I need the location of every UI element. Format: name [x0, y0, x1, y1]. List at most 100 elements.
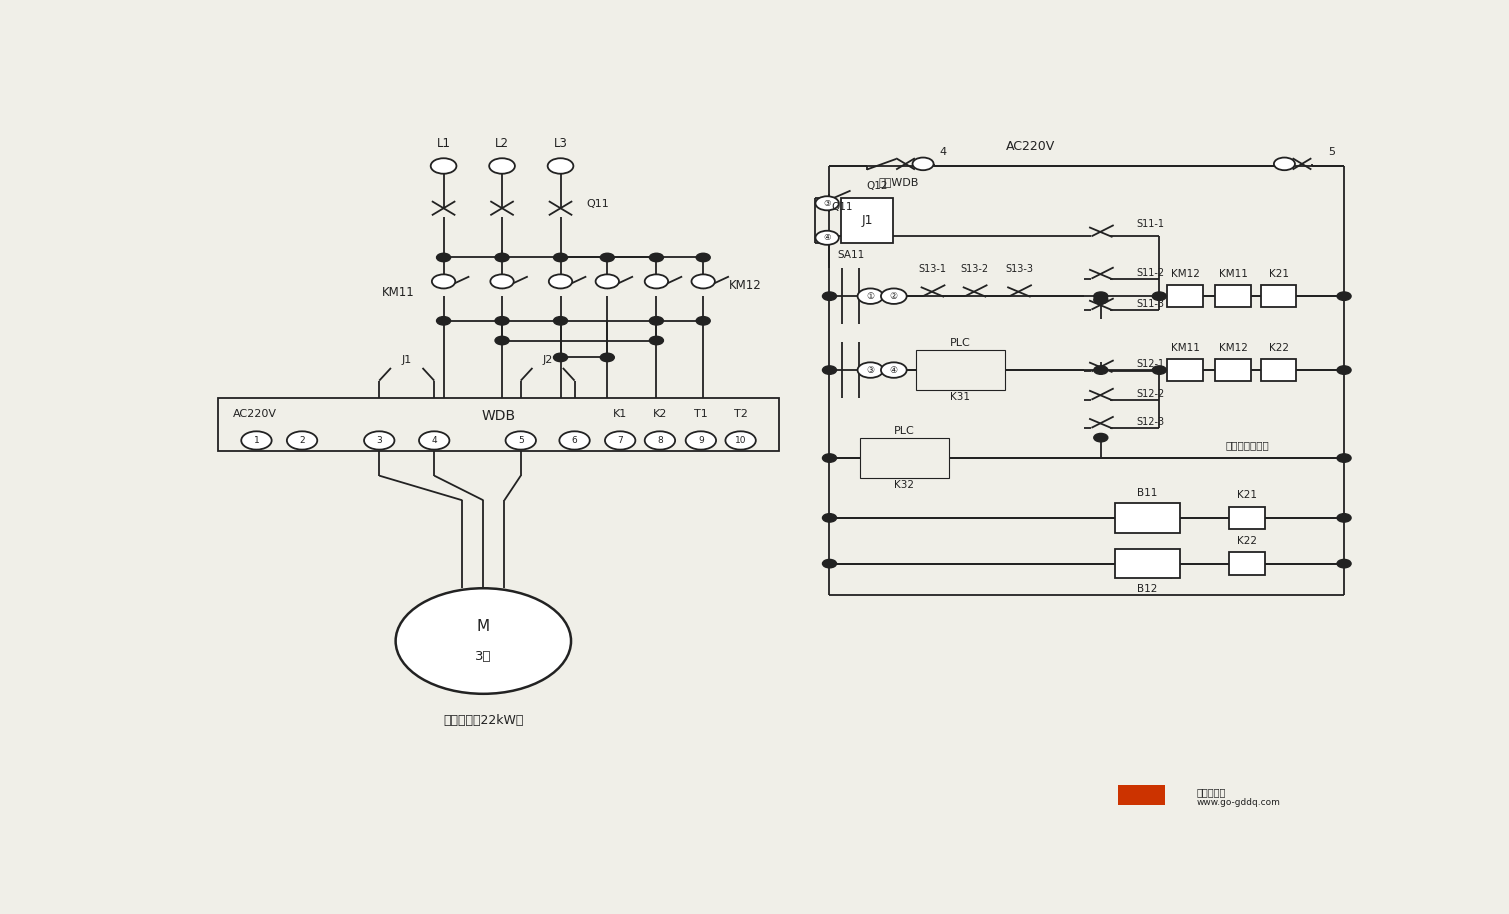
Text: ③: ③	[824, 198, 831, 207]
FancyBboxPatch shape	[841, 197, 893, 243]
Circle shape	[395, 589, 570, 694]
Text: K22: K22	[1237, 537, 1257, 546]
Circle shape	[601, 353, 614, 362]
Text: 5: 5	[1328, 147, 1334, 157]
Circle shape	[1274, 157, 1295, 170]
Circle shape	[364, 431, 394, 450]
Text: 7: 7	[617, 436, 623, 445]
Circle shape	[601, 253, 614, 261]
Text: K1: K1	[613, 409, 628, 419]
Text: KM12: KM12	[1171, 269, 1200, 279]
Circle shape	[549, 274, 572, 289]
FancyBboxPatch shape	[1115, 503, 1180, 533]
Text: S12-2: S12-2	[1136, 389, 1163, 399]
Circle shape	[696, 253, 711, 261]
Text: T1: T1	[694, 409, 708, 419]
Text: 8: 8	[656, 436, 662, 445]
Circle shape	[596, 274, 619, 289]
Circle shape	[1094, 295, 1108, 304]
Text: S11-3: S11-3	[1136, 299, 1163, 309]
Circle shape	[432, 274, 456, 289]
Circle shape	[495, 253, 509, 261]
Circle shape	[881, 289, 907, 304]
Text: 3: 3	[376, 436, 382, 445]
Text: S11-2: S11-2	[1136, 268, 1163, 278]
Text: ④: ④	[890, 366, 898, 375]
Text: 9: 9	[699, 436, 703, 445]
Circle shape	[857, 289, 883, 304]
Text: K22: K22	[1269, 343, 1289, 353]
Circle shape	[495, 316, 509, 325]
Text: S13-2: S13-2	[960, 264, 988, 274]
FancyBboxPatch shape	[1115, 548, 1180, 579]
Circle shape	[554, 253, 567, 261]
Circle shape	[489, 158, 515, 174]
Circle shape	[822, 559, 836, 568]
Circle shape	[420, 431, 450, 450]
Text: ④: ④	[824, 233, 831, 242]
FancyBboxPatch shape	[1215, 359, 1251, 381]
Circle shape	[554, 316, 567, 325]
Circle shape	[649, 253, 664, 261]
Text: 4: 4	[432, 436, 438, 445]
Text: WDB: WDB	[481, 409, 516, 423]
Text: J1: J1	[401, 355, 412, 365]
Circle shape	[822, 454, 836, 462]
FancyBboxPatch shape	[1262, 285, 1296, 307]
FancyBboxPatch shape	[1230, 506, 1265, 529]
Circle shape	[287, 431, 317, 450]
Circle shape	[436, 253, 451, 261]
Text: KM11: KM11	[1219, 269, 1248, 279]
Circle shape	[490, 274, 513, 289]
Circle shape	[1337, 292, 1351, 301]
FancyBboxPatch shape	[860, 439, 949, 478]
Text: 6: 6	[572, 436, 578, 445]
Circle shape	[1337, 559, 1351, 568]
Circle shape	[696, 316, 711, 325]
Text: 3～: 3～	[475, 650, 492, 663]
Text: K21: K21	[1269, 269, 1289, 279]
Circle shape	[605, 431, 635, 450]
FancyBboxPatch shape	[1168, 359, 1203, 381]
Circle shape	[644, 431, 675, 450]
Circle shape	[1337, 366, 1351, 375]
Circle shape	[726, 431, 756, 450]
Text: K21: K21	[1237, 490, 1257, 500]
Text: Q12: Q12	[866, 181, 889, 191]
Text: 广电电器网: 广电电器网	[1197, 787, 1227, 797]
Circle shape	[691, 274, 715, 289]
Text: M: M	[477, 620, 490, 634]
FancyBboxPatch shape	[1215, 285, 1251, 307]
Circle shape	[644, 274, 668, 289]
Text: KM11: KM11	[1171, 343, 1200, 353]
Text: L3: L3	[554, 137, 567, 150]
Text: AC220V: AC220V	[1007, 140, 1055, 153]
Text: K2: K2	[653, 409, 667, 419]
Circle shape	[430, 158, 456, 174]
Circle shape	[649, 316, 664, 325]
Text: PLC: PLC	[951, 338, 970, 348]
FancyBboxPatch shape	[1118, 785, 1165, 805]
Text: T2: T2	[733, 409, 747, 419]
Text: KM11: KM11	[382, 286, 415, 299]
Circle shape	[1337, 514, 1351, 522]
Text: PLC: PLC	[893, 426, 914, 436]
Circle shape	[822, 292, 836, 301]
Text: 10: 10	[735, 436, 747, 445]
Circle shape	[560, 431, 590, 450]
Text: S13-1: S13-1	[919, 264, 946, 274]
Text: 卸料车头部限位: 卸料车头部限位	[1225, 441, 1269, 451]
Circle shape	[1094, 433, 1108, 441]
Text: 1: 1	[254, 436, 260, 445]
Text: 5: 5	[518, 436, 524, 445]
Text: L1: L1	[436, 137, 451, 150]
Text: AC220V: AC220V	[232, 409, 278, 419]
Circle shape	[241, 431, 272, 450]
Circle shape	[1153, 292, 1166, 301]
Text: 来自WDB: 来自WDB	[878, 177, 919, 187]
FancyBboxPatch shape	[217, 399, 779, 451]
Circle shape	[857, 362, 883, 377]
Circle shape	[881, 362, 907, 377]
Text: L2: L2	[495, 137, 509, 150]
Circle shape	[1337, 454, 1351, 462]
